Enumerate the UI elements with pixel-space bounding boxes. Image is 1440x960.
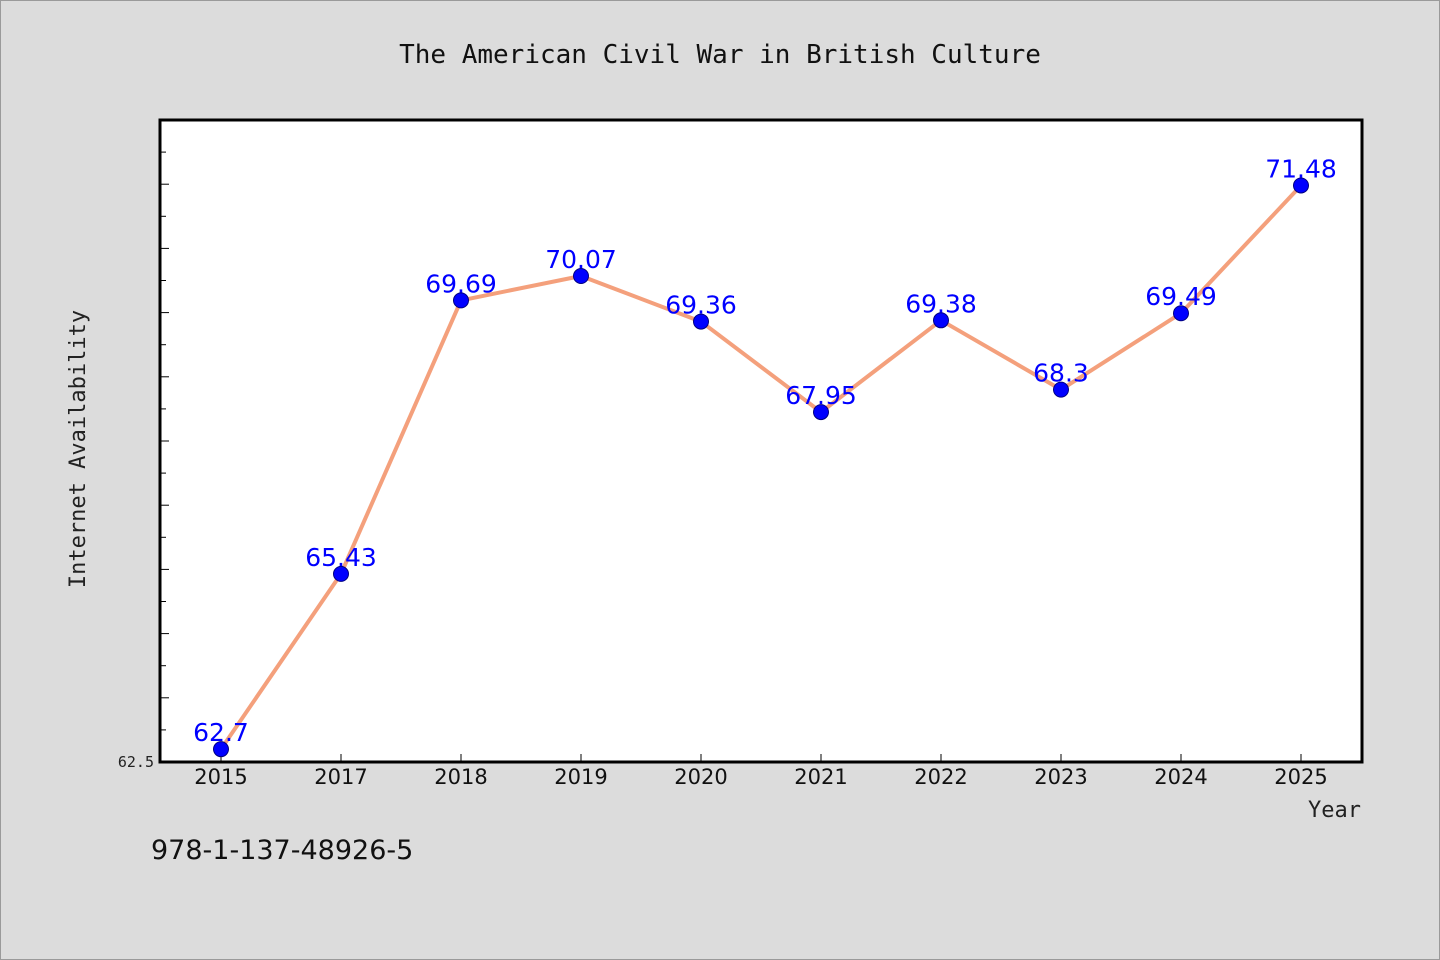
data-point [1293,177,1309,194]
x-tick-label: 2025 [1274,765,1327,789]
x-tick-label: 2020 [674,765,727,789]
x-tick-label: 2015 [194,765,247,789]
data-label: 69.36 [665,291,737,320]
data-point [1053,381,1069,398]
series-line-group [213,177,1309,758]
series-line [219,183,1303,752]
x-tick-label: 2018 [434,765,487,789]
data-point [933,312,949,329]
data-label: 69.38 [905,289,977,318]
x-tick-label: 2021 [794,765,847,789]
data-point [813,404,829,421]
y-tick-label: 62.5 [118,753,154,771]
data-label: 69.49 [1145,282,1217,311]
plot-area [158,118,1364,764]
x-tick-label: 2023 [1034,765,1087,789]
data-point [573,268,589,285]
isbn-footnote: 978-1-137-48926-5 [151,835,414,866]
data-point [333,565,349,582]
data-label: 68.3 [1033,359,1089,388]
x-tick-label: 2019 [554,765,607,789]
data-label: 70.07 [545,245,617,274]
y-axis-ticks: 62.5 [118,119,169,771]
data-label: 71.48 [1265,154,1337,183]
x-tick-label: 2017 [314,765,367,789]
data-labels: 62.7 65.43 69.69 70.07 69.36 67.95 69.38 68.3 69… [193,154,1337,747]
data-point [1173,305,1189,322]
chart-title: The American Civil War in British Cultur… [399,40,1041,70]
x-tick-label: 2024 [1154,765,1207,789]
x-tick-label: 2022 [914,765,967,789]
data-point [693,313,709,330]
data-label: 65.43 [305,543,377,572]
data-label: 62.7 [193,718,249,747]
y-axis-title: Internet Availability [66,310,91,588]
data-label: 69.69 [425,269,497,298]
data-label: 67.95 [785,381,857,410]
x-axis-title: Year [1308,798,1361,823]
data-point [213,741,229,758]
x-axis-ticks: 2015 2017 2018 2019 2020 2021 2022 2023 2024 2025 [194,754,1328,789]
data-point [453,292,469,309]
